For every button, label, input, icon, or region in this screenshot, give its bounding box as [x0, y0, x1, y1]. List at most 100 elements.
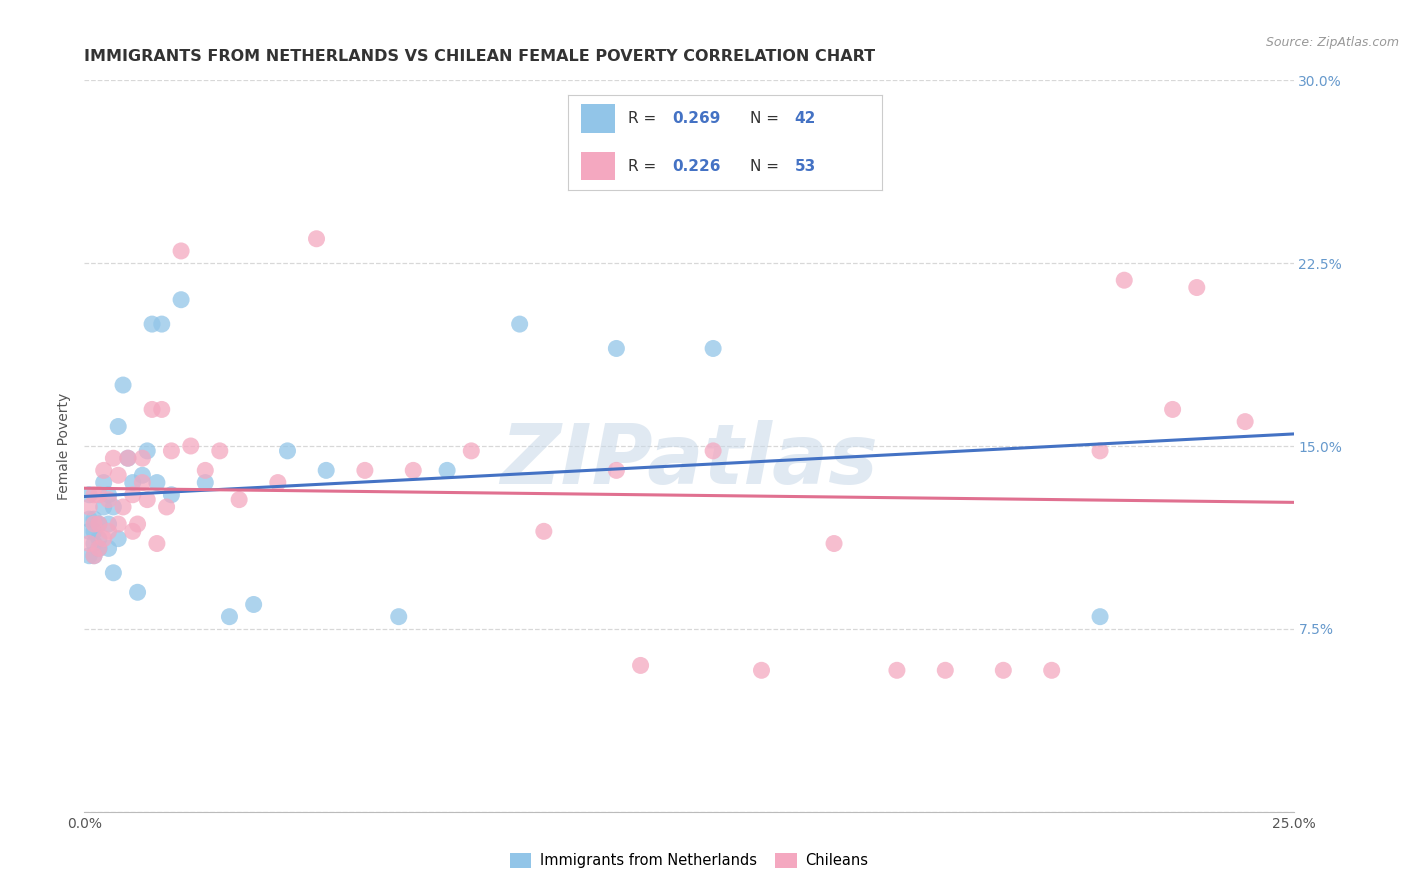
- Point: [97, 516, 120, 531]
- Point: [87, 516, 110, 531]
- Point: [305, 232, 328, 246]
- Point: [242, 598, 264, 612]
- Point: [208, 443, 231, 458]
- Point: [136, 443, 159, 458]
- Point: [155, 500, 177, 514]
- Point: [276, 443, 298, 458]
- Point: [136, 492, 159, 507]
- Point: [83, 524, 105, 539]
- Point: [170, 244, 193, 258]
- Point: [1185, 280, 1208, 294]
- Y-axis label: Female Poverty: Female Poverty: [58, 392, 72, 500]
- Point: [388, 609, 411, 624]
- Point: [218, 609, 240, 624]
- Point: [121, 475, 143, 490]
- Point: [77, 524, 100, 539]
- Point: [141, 402, 163, 417]
- Point: [77, 512, 100, 526]
- Point: [83, 536, 105, 550]
- Point: [170, 293, 193, 307]
- Point: [117, 451, 139, 466]
- Point: [93, 532, 115, 546]
- Point: [160, 443, 183, 458]
- Point: [97, 524, 120, 539]
- Point: [87, 541, 110, 556]
- Point: [1088, 443, 1111, 458]
- Point: [146, 536, 169, 550]
- Point: [702, 443, 724, 458]
- Point: [141, 317, 163, 331]
- Point: [107, 516, 129, 531]
- Point: [77, 536, 100, 550]
- Point: [1114, 273, 1136, 287]
- Legend: Immigrants from Netherlands, Chileans: Immigrants from Netherlands, Chileans: [503, 847, 875, 874]
- Point: [112, 500, 135, 514]
- Point: [83, 512, 105, 526]
- Point: [97, 492, 120, 507]
- Point: [103, 500, 125, 514]
- Point: [127, 516, 149, 531]
- Point: [436, 463, 458, 477]
- Point: [751, 663, 773, 677]
- Point: [886, 663, 908, 677]
- Point: [77, 549, 100, 563]
- Point: [1234, 415, 1257, 429]
- Point: [112, 378, 135, 392]
- Point: [77, 500, 100, 514]
- Point: [630, 658, 652, 673]
- Point: [823, 536, 845, 550]
- Point: [83, 549, 105, 563]
- Point: [117, 451, 139, 466]
- Point: [934, 663, 956, 677]
- Point: [509, 317, 531, 331]
- Point: [93, 500, 115, 514]
- Point: [267, 475, 290, 490]
- Point: [460, 443, 482, 458]
- Point: [533, 524, 555, 539]
- Point: [180, 439, 202, 453]
- Point: [87, 488, 110, 502]
- Point: [77, 488, 100, 502]
- Point: [194, 475, 217, 490]
- Point: [83, 549, 105, 563]
- Point: [993, 663, 1015, 677]
- Point: [131, 468, 153, 483]
- Point: [315, 463, 337, 477]
- Point: [93, 463, 115, 477]
- Point: [121, 524, 143, 539]
- Point: [107, 532, 129, 546]
- Point: [150, 317, 173, 331]
- Point: [402, 463, 425, 477]
- Point: [605, 342, 627, 356]
- Point: [97, 541, 120, 556]
- Point: [1088, 609, 1111, 624]
- Text: IMMIGRANTS FROM NETHERLANDS VS CHILEAN FEMALE POVERTY CORRELATION CHART: IMMIGRANTS FROM NETHERLANDS VS CHILEAN F…: [84, 49, 876, 64]
- Text: Source: ZipAtlas.com: Source: ZipAtlas.com: [1265, 36, 1399, 49]
- Point: [1040, 663, 1063, 677]
- Point: [83, 516, 105, 531]
- Point: [87, 516, 110, 531]
- Point: [103, 451, 125, 466]
- Point: [107, 419, 129, 434]
- Point: [131, 451, 153, 466]
- Point: [127, 585, 149, 599]
- Text: ZIPatlas: ZIPatlas: [501, 420, 877, 501]
- Point: [121, 488, 143, 502]
- Point: [83, 488, 105, 502]
- Point: [605, 463, 627, 477]
- Point: [107, 468, 129, 483]
- Point: [131, 475, 153, 490]
- Point: [87, 532, 110, 546]
- Point: [146, 475, 169, 490]
- Point: [354, 463, 377, 477]
- Point: [93, 475, 115, 490]
- Point: [194, 463, 217, 477]
- Point: [150, 402, 173, 417]
- Point: [228, 492, 250, 507]
- Point: [97, 488, 120, 502]
- Point: [1161, 402, 1184, 417]
- Point: [160, 488, 183, 502]
- Point: [103, 566, 125, 580]
- Point: [87, 541, 110, 556]
- Point: [702, 342, 724, 356]
